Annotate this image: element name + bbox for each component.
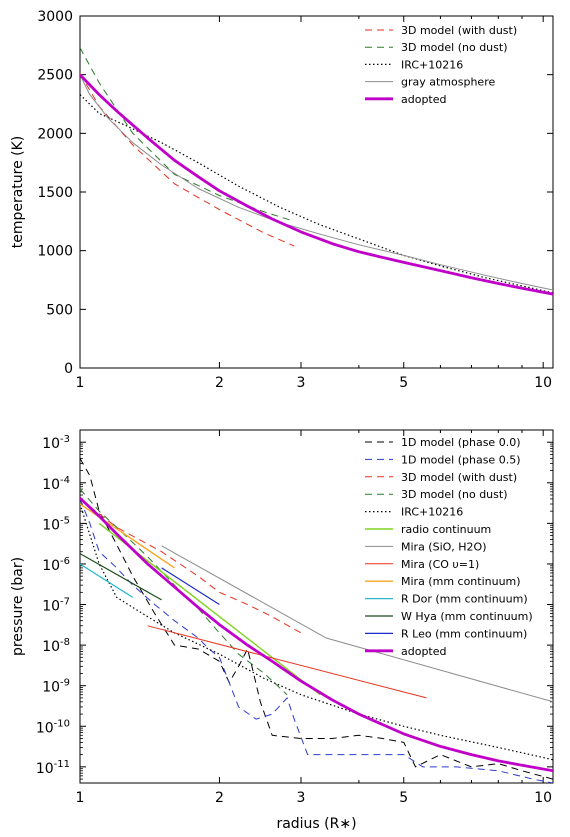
y-tick-label: 2500 — [37, 68, 73, 84]
legend-label: IRC+10216 — [401, 58, 463, 71]
legend-label: Mira (mm continuum) — [401, 575, 521, 588]
x-axis-label: radius (R∗) — [276, 816, 356, 832]
series-line-mira-sio-h2o — [161, 545, 553, 703]
y-tick-label: 1500 — [37, 185, 73, 201]
x-tick-label: 2 — [215, 375, 224, 391]
series-group — [80, 458, 553, 783]
x-tick-label: 1 — [76, 375, 85, 391]
series-line-irc-10216 — [80, 94, 553, 294]
legend-label: gray atmosphere — [401, 76, 495, 89]
legend-label: W Hya (mm continuum) — [401, 610, 533, 623]
legend-label: 3D model (with dust) — [401, 471, 517, 484]
legend-label: Mira (SiO, H2O) — [401, 540, 487, 553]
series-line-mira-co-1 — [147, 625, 427, 699]
y-tick-label: 500 — [46, 302, 73, 318]
series-line-w-hya-mm-continuum — [80, 553, 162, 601]
legend-label: Mira (CO υ=1) — [401, 558, 479, 571]
y-tick-label: 2000 — [37, 126, 73, 142]
series-line-adopted — [80, 73, 553, 296]
series-line-3d-model-with-dust — [80, 498, 302, 634]
y-tick-label: 10-9 — [42, 678, 70, 696]
y-tick-label: 10-8 — [42, 637, 70, 655]
y-tick-label: 10-10 — [36, 718, 70, 736]
legend-label: 3D model (with dust) — [401, 24, 517, 37]
x-tick-label: 3 — [297, 375, 306, 391]
y-tick-label: 10-6 — [42, 556, 70, 574]
x-tick-label: 3 — [297, 790, 306, 806]
x-tick-label: 2 — [215, 790, 224, 806]
x-tick-label: 10 — [534, 375, 552, 391]
y-tick-label: 0 — [64, 361, 73, 377]
series-line-r-dor-mm-continuum — [80, 563, 134, 598]
legend-label: 3D model (no dust) — [401, 488, 508, 501]
y-tick-label: 10-11 — [36, 759, 70, 777]
y-axis-label: pressure (bar) — [10, 557, 26, 656]
legend-label: 3D model (no dust) — [401, 41, 508, 54]
legend-label: R Dor (mm continuum) — [401, 593, 528, 606]
x-tick-label: 10 — [534, 790, 552, 806]
y-tick-label: 10-5 — [42, 515, 70, 533]
y-tick-label: 10-7 — [42, 597, 70, 615]
y-tick-label: 1000 — [37, 244, 73, 260]
plot-frame — [79, 15, 554, 369]
series-line-3d-model-no-dust — [80, 488, 288, 696]
x-tick-label: 5 — [399, 375, 408, 391]
pressure-panel: 1 2 3 5 10 10-3 10-4 10-5 10-6 10-7 10-8 10-9 10-10 1… — [10, 429, 554, 832]
series-line-gray-atmosphere — [80, 74, 553, 291]
temperature-panel: 1 2 3 5 10 0 500 1000 1500 2000 2500 3000 temperatur… — [10, 9, 554, 391]
x-tick-label: 5 — [399, 790, 408, 806]
series-line-3d-model-with-dust — [80, 73, 295, 247]
series-line-adopted — [80, 497, 553, 773]
legend-label: adopted — [401, 645, 447, 658]
x-tick-label: 1 — [76, 790, 85, 806]
series-group — [80, 47, 553, 296]
series-line-3d-model-no-dust — [80, 47, 295, 222]
legend: 1D model (phase 0.0) 1D model (phase 0.5)… — [365, 436, 533, 658]
legend-label: radio continuum — [401, 523, 491, 536]
legend-label: 1D model (phase 0.5) — [401, 453, 520, 466]
legend-label: IRC+10216 — [401, 506, 463, 519]
legend-label: adopted — [401, 93, 447, 106]
legend-label: 1D model (phase 0.0) — [401, 436, 520, 449]
legend: 3D model (with dust) 3D model (no dust) IR… — [365, 24, 517, 106]
series-line-irc-10216 — [80, 503, 553, 761]
y-axis-label: temperature (K) — [10, 136, 26, 249]
y-tick-label: 10-4 — [42, 475, 70, 493]
legend-label: R Leo (mm continuum) — [401, 627, 527, 640]
series-line-r-leo-mm-continuum — [161, 567, 220, 606]
y-tick-label: 10-3 — [42, 434, 70, 452]
y-tick-label: 3000 — [37, 9, 73, 25]
series-line-1d-model-phase-0-0 — [80, 458, 553, 780]
